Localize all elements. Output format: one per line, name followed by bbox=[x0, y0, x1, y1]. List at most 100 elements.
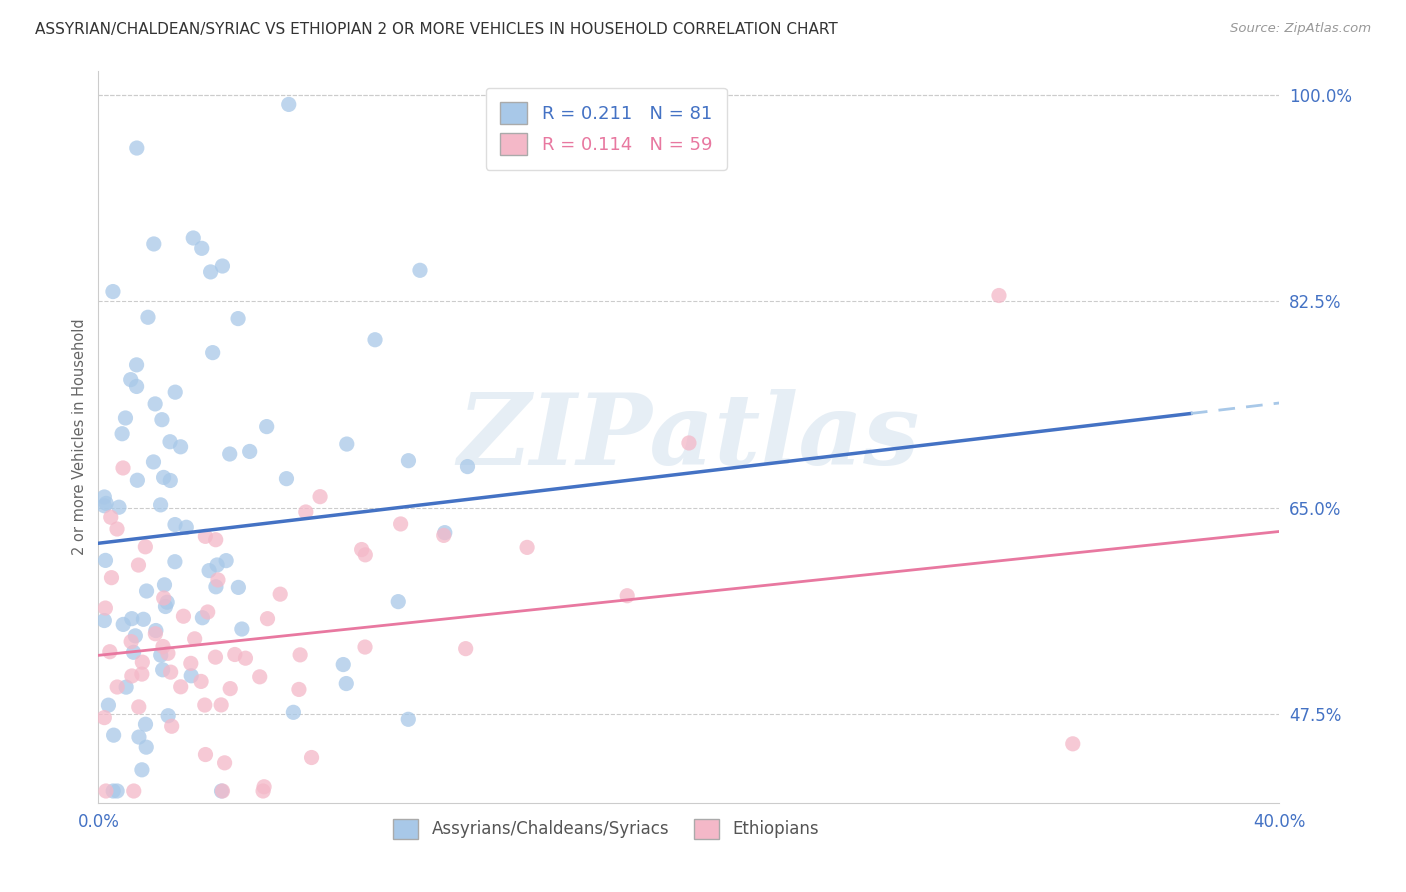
Point bbox=[108, 500, 131, 515]
Point bbox=[288, 648, 311, 662]
Point bbox=[103, 728, 125, 742]
Point bbox=[157, 708, 180, 723]
Point bbox=[93, 490, 115, 504]
Point bbox=[163, 555, 186, 569]
Point bbox=[350, 542, 373, 557]
Point bbox=[204, 533, 226, 547]
Point bbox=[309, 490, 332, 504]
Point bbox=[191, 611, 214, 625]
Point bbox=[409, 263, 432, 277]
Point bbox=[124, 629, 146, 643]
Point bbox=[194, 529, 217, 543]
Point bbox=[301, 750, 323, 764]
Point bbox=[127, 473, 149, 487]
Point bbox=[159, 434, 181, 449]
Point bbox=[103, 784, 125, 798]
Point bbox=[121, 612, 143, 626]
Point bbox=[152, 663, 174, 677]
Text: ASSYRIAN/CHALDEAN/SYRIAC VS ETHIOPIAN 2 OR MORE VEHICLES IN HOUSEHOLD CORRELATIO: ASSYRIAN/CHALDEAN/SYRIAC VS ETHIOPIAN 2 … bbox=[35, 22, 838, 37]
Point bbox=[387, 594, 409, 608]
Point bbox=[114, 411, 136, 425]
Point bbox=[256, 419, 278, 434]
Point bbox=[172, 609, 194, 624]
Point bbox=[616, 589, 638, 603]
Point bbox=[218, 447, 240, 461]
Point bbox=[252, 784, 274, 798]
Point bbox=[93, 614, 115, 628]
Point bbox=[156, 646, 179, 660]
Point bbox=[1062, 737, 1084, 751]
Point bbox=[131, 655, 153, 669]
Point bbox=[152, 470, 174, 484]
Point bbox=[105, 522, 128, 536]
Point bbox=[174, 520, 197, 534]
Point bbox=[159, 665, 181, 680]
Point bbox=[191, 241, 214, 255]
Point bbox=[152, 640, 174, 654]
Point bbox=[121, 669, 143, 683]
Point bbox=[125, 358, 148, 372]
Point bbox=[198, 564, 221, 578]
Point bbox=[205, 580, 228, 594]
Y-axis label: 2 or more Vehicles in Household: 2 or more Vehicles in Household bbox=[72, 318, 87, 556]
Point bbox=[120, 373, 142, 387]
Point bbox=[94, 553, 117, 567]
Point bbox=[112, 617, 135, 632]
Point bbox=[94, 784, 117, 798]
Point bbox=[145, 624, 167, 638]
Point bbox=[288, 682, 311, 697]
Point bbox=[100, 510, 122, 524]
Point bbox=[142, 236, 165, 251]
Point bbox=[332, 657, 354, 672]
Point bbox=[170, 680, 193, 694]
Point bbox=[111, 461, 134, 475]
Point bbox=[155, 599, 177, 614]
Point bbox=[398, 453, 420, 467]
Point bbox=[194, 747, 217, 762]
Point bbox=[226, 311, 249, 326]
Point bbox=[211, 784, 233, 798]
Point bbox=[283, 706, 305, 720]
Point bbox=[454, 641, 477, 656]
Point bbox=[678, 436, 700, 450]
Point bbox=[169, 440, 191, 454]
Point bbox=[100, 571, 122, 585]
Point bbox=[194, 698, 217, 712]
Point bbox=[122, 645, 145, 659]
Point bbox=[93, 499, 115, 513]
Point bbox=[111, 426, 134, 441]
Point bbox=[180, 669, 202, 683]
Point bbox=[516, 541, 538, 555]
Point bbox=[160, 719, 183, 733]
Point bbox=[125, 141, 148, 155]
Point bbox=[354, 548, 377, 562]
Point bbox=[120, 634, 142, 648]
Point bbox=[433, 525, 456, 540]
Point bbox=[163, 517, 186, 532]
Point bbox=[180, 657, 202, 671]
Point bbox=[143, 626, 166, 640]
Point bbox=[101, 285, 124, 299]
Point bbox=[389, 516, 412, 531]
Point bbox=[354, 640, 377, 654]
Point bbox=[215, 554, 238, 568]
Point bbox=[135, 584, 157, 599]
Point bbox=[219, 681, 242, 696]
Point bbox=[256, 612, 278, 626]
Point bbox=[211, 784, 233, 798]
Point bbox=[125, 379, 148, 393]
Point bbox=[143, 397, 166, 411]
Point bbox=[190, 674, 212, 689]
Point bbox=[136, 310, 159, 325]
Point bbox=[205, 558, 228, 572]
Point bbox=[152, 591, 174, 605]
Point bbox=[93, 710, 115, 724]
Point bbox=[131, 667, 153, 681]
Point bbox=[128, 699, 150, 714]
Point bbox=[295, 505, 318, 519]
Point bbox=[153, 578, 176, 592]
Point bbox=[988, 288, 1011, 302]
Point bbox=[149, 648, 172, 662]
Text: ZIPatlas: ZIPatlas bbox=[458, 389, 920, 485]
Point bbox=[228, 581, 250, 595]
